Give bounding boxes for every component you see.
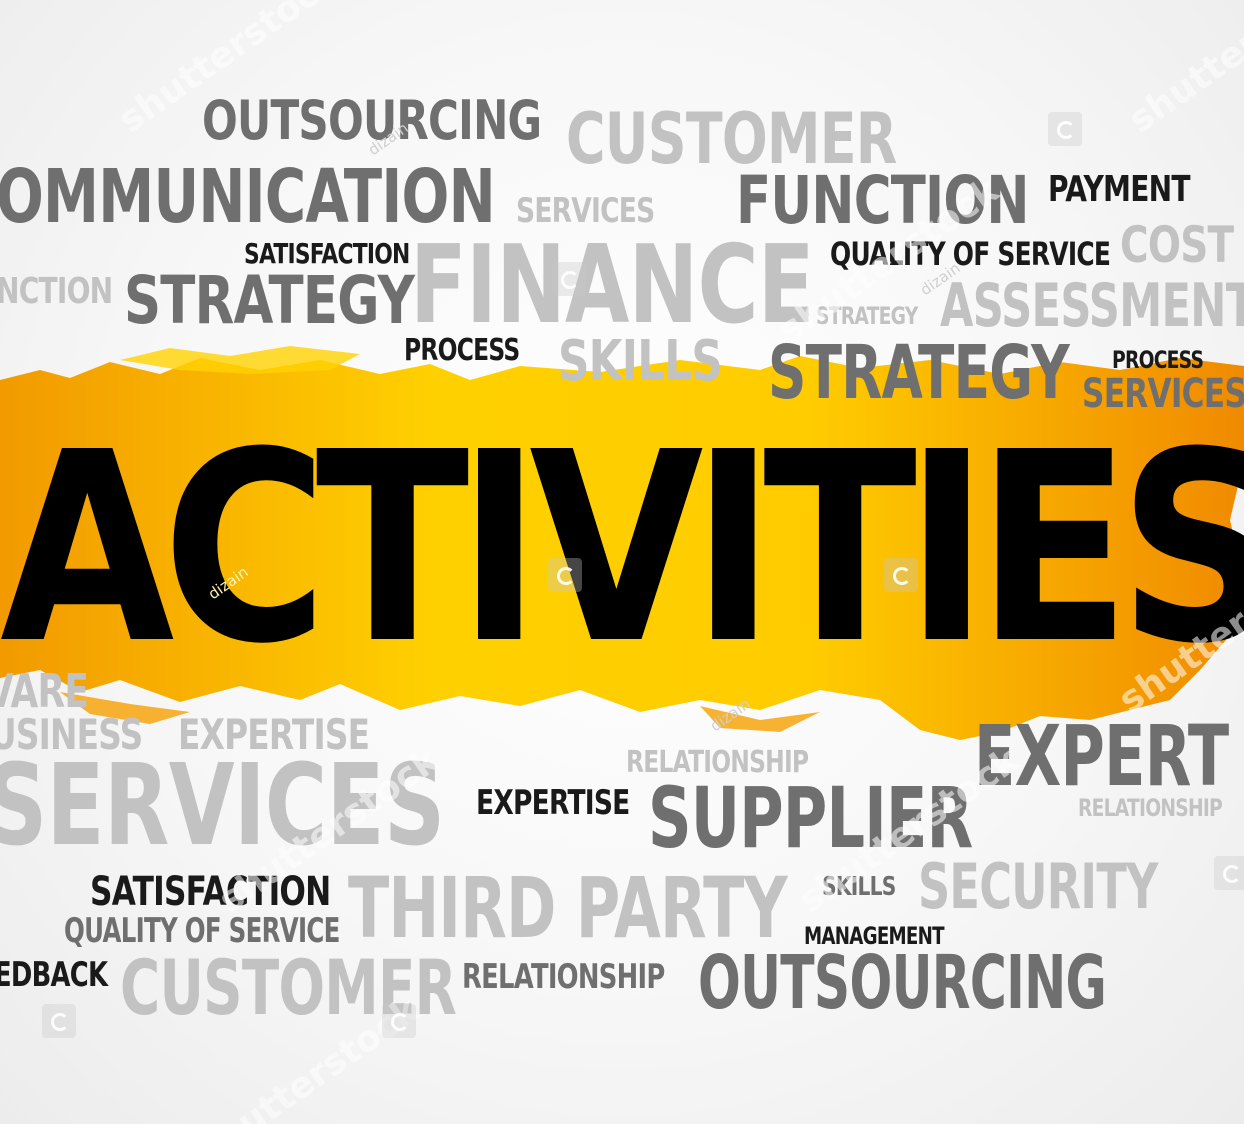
word-third-party: THIRD PARTY	[348, 859, 787, 957]
word-expert: EXPERT	[974, 707, 1229, 805]
watermark-logo-icon	[42, 1004, 76, 1038]
word-satisfaction-bottom: SATISFACTION	[90, 869, 331, 915]
word-services-right: SERVICES	[1082, 371, 1244, 417]
word-finance: FINANCE	[410, 223, 815, 348]
word-relationship-mid: RELATIONSHIP	[626, 745, 809, 780]
word-services-top: SERVICES	[516, 191, 655, 231]
word-services-big: SERVICES	[0, 741, 445, 871]
word-strategy-left: STRATEGY	[124, 262, 415, 339]
watermark-logo-icon	[552, 262, 586, 296]
word-quality-of-service-bottom: QUALITY OF SERVICE	[64, 911, 340, 951]
word-outsourcing-top: OUTSOURCING	[202, 89, 542, 152]
orange-brush-stroke	[0, 346, 1244, 740]
word-communication: OMMUNICATION	[0, 154, 496, 240]
watermark-logo-icon	[1048, 112, 1082, 146]
word-process-right: PROCESS	[1112, 346, 1204, 374]
word-function-left: NCTION	[0, 271, 113, 312]
watermark-logo-icon	[1214, 856, 1244, 890]
word-satisfaction-top: SATISFACTION	[244, 237, 410, 270]
word-quality-of-service-top: QUALITY OF SERVICE	[830, 235, 1111, 273]
word-assessment: ASSESSMENT	[940, 271, 1244, 341]
word-customer-bottom: CUSTOMER	[120, 943, 457, 1032]
main-word-activities: ACTIVITIES	[0, 396, 1244, 701]
word-feedback-left: EDBACK	[0, 955, 108, 995]
word-supplier: SUPPLIER	[648, 769, 973, 867]
word-payment: PAYMENT	[1048, 169, 1190, 210]
watermark-text: shutterstock	[1121, 0, 1244, 142]
word-relationship-bottom: RELATIONSHIP	[462, 957, 665, 997]
word-business-left: USINESS	[0, 710, 143, 759]
word-outsourcing-bottom: OUTSOURCING	[698, 940, 1107, 1026]
word-expertise-mid: EXPERTISE	[476, 783, 630, 823]
word-strategy-right: STRATEGY	[768, 330, 1070, 416]
word-expertise-top: EXPERTISE	[178, 710, 370, 759]
word-security: SECURITY	[918, 850, 1158, 923]
word-process-left: PROCESS	[404, 333, 520, 368]
word-skills-bottom: SKILLS	[822, 872, 896, 902]
word-relationship-right: RELATIONSHIP	[1078, 794, 1223, 822]
word-management: MANAGEMENT	[804, 922, 945, 950]
watermark-logo-icon	[884, 558, 918, 592]
word-software-left: VARE	[0, 664, 89, 718]
word-strategy-small: STRATEGY	[816, 302, 918, 330]
watermark-logo-icon	[548, 558, 582, 592]
word-cost: COST	[1120, 216, 1234, 274]
watermark-logo-icon	[382, 1004, 416, 1038]
word-skills-top: SKILLS	[558, 329, 723, 394]
word-customer-top: CUSTOMER	[566, 98, 897, 180]
word-function: FUNCTION	[736, 162, 1029, 239]
